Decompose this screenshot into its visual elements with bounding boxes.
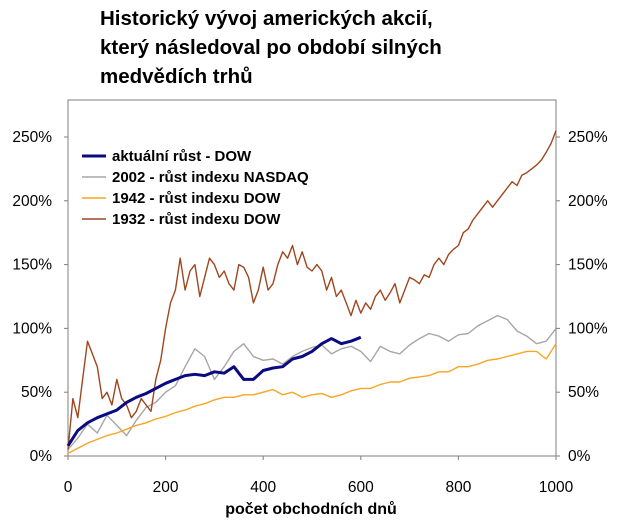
legend-label-2: 2002 - růst indexu NASDAQ [112, 169, 309, 186]
series-line-2 [67, 314, 557, 451]
y-tick-label-right: 0% [568, 448, 591, 465]
series-line-3 [67, 343, 557, 455]
x-tick-label: 800 [445, 479, 471, 496]
x-axis-label: počet obchodních dnů [225, 501, 397, 518]
y-tick-label-right: 250% [568, 129, 608, 146]
x-tick-label: 1000 [539, 479, 574, 496]
y-tick-label-right: 200% [568, 193, 608, 210]
legend-label-3: 1942 - růst indexu DOW [112, 190, 281, 207]
y-tick-label-right: 50% [568, 384, 599, 401]
y-tick-label-left: 250% [12, 129, 52, 146]
plot-area-border [67, 99, 557, 457]
chart-title-line-1: Historický vývoj amerických akcií, [100, 7, 433, 30]
x-tick-label: 200 [153, 479, 179, 496]
chart-title: Historický vývoj amerických akcií, který… [100, 4, 620, 91]
chart-title-line-3: medvědích trhů [100, 65, 253, 88]
x-tick-label: 400 [250, 479, 276, 496]
y-tick-label-left: 0% [30, 448, 53, 465]
tick-layer: 0% 0% 50% 50% 100% 100% 150% 150% 200% 200% 250% 25… [12, 129, 608, 496]
y-tick-label-right: 150% [568, 257, 608, 274]
chart-title-line-2: který následoval po období silných [100, 36, 442, 59]
y-tick-label-left: 50% [21, 384, 52, 401]
legend-label-1: aktuální růst - DOW [112, 148, 252, 165]
plot-frame [67, 99, 557, 457]
x-tick-label: 0 [64, 479, 73, 496]
series-line-4 [67, 130, 557, 450]
y-tick-label-left: 150% [12, 257, 52, 274]
legend: aktuální růst - DOW 2002 - růst indexu NA… [82, 148, 309, 228]
series-layer [66, 130, 557, 455]
y-tick-label-right: 100% [568, 320, 608, 337]
legend-label-4: 1932 - růst indexu DOW [112, 211, 281, 228]
series-line-1 [66, 335, 362, 447]
y-tick-label-left: 100% [12, 320, 52, 337]
y-tick-label-left: 200% [12, 193, 52, 210]
x-tick-label: 600 [348, 479, 374, 496]
